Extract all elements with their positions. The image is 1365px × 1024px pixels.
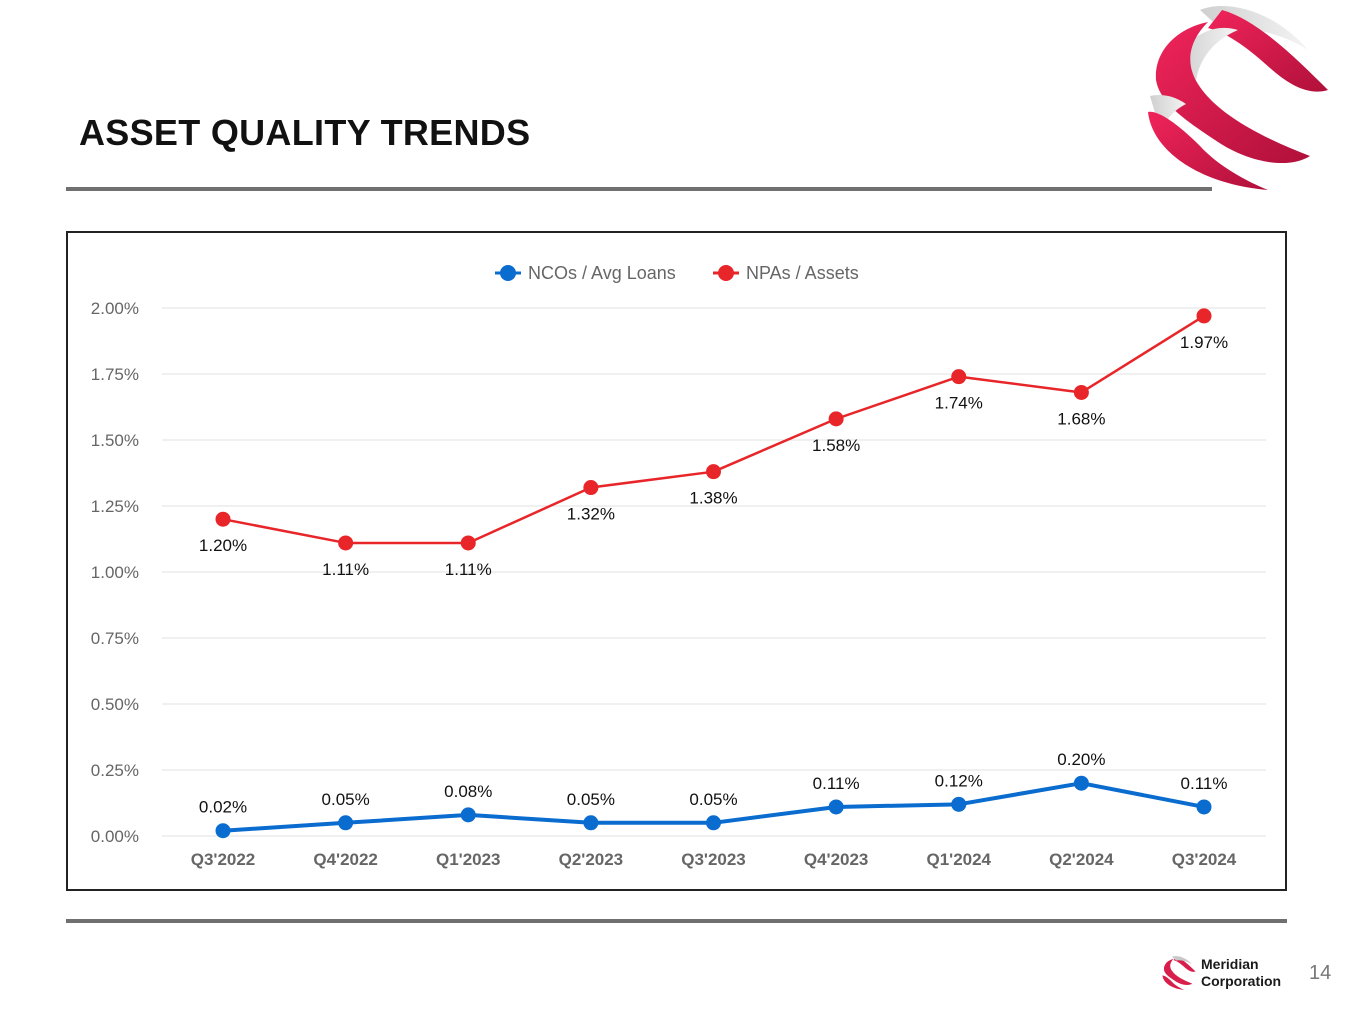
x-tick-label: Q1'2023	[436, 850, 501, 869]
data-point-ncos	[215, 823, 231, 839]
data-label-ncos: 0.05%	[567, 790, 615, 809]
x-tick-label: Q2'2024	[1049, 850, 1114, 869]
company-logo-small	[1162, 956, 1196, 990]
data-label-ncos: 0.11%	[1181, 774, 1228, 793]
company-name-line1: Meridian	[1201, 956, 1259, 972]
x-tick-label: Q1'2024	[926, 850, 991, 869]
data-label-npas: 1.58%	[812, 436, 860, 455]
data-point-npas	[460, 535, 476, 551]
data-label-ncos: 0.12%	[935, 771, 983, 790]
x-axis-tick-labels: Q3'2022 Q4'2022 Q1'2023 Q2'2023 Q3'2023 Q4'20…	[191, 850, 1237, 869]
chart-legend: NCOs / Avg Loans NPAs / Assets	[495, 263, 859, 283]
data-point-ncos	[338, 815, 354, 831]
company-logo-large	[1148, 6, 1328, 190]
y-tick-label: 1.50%	[91, 431, 139, 450]
company-name: Meridian Corporation	[1201, 956, 1281, 990]
gridlines	[162, 307, 1266, 837]
data-label-npas: 1.11%	[322, 560, 369, 579]
chart-container: 0.00% 0.25% 0.50% 0.75% 1.00% 1.25% 1.50% 1.75%…	[66, 231, 1287, 891]
data-label-npas: 1.32%	[567, 505, 615, 524]
y-tick-label: 0.75%	[91, 629, 139, 648]
series-line-npas	[222, 314, 1205, 545]
data-point-ncos	[1073, 775, 1089, 791]
data-point-npas	[583, 480, 599, 496]
data-point-ncos	[706, 815, 721, 831]
data-point-ncos	[828, 799, 844, 815]
legend-swatch-marker-ncos	[500, 265, 516, 281]
data-point-ncos	[1196, 799, 1212, 815]
data-label-ncos: 0.05%	[689, 790, 737, 809]
y-tick-label: 1.00%	[91, 563, 139, 582]
data-label-npas: 1.68%	[1057, 409, 1105, 428]
x-tick-label: Q3'2024	[1172, 850, 1237, 869]
y-tick-label: 1.75%	[91, 365, 139, 384]
y-tick-label: 2.00%	[91, 299, 139, 318]
data-point-npas	[1073, 384, 1089, 400]
data-point-npas	[1196, 308, 1212, 324]
data-label-ncos: 0.20%	[1057, 750, 1105, 769]
data-point-ncos	[951, 796, 967, 812]
x-tick-label: Q4'2023	[804, 850, 869, 869]
data-label-npas: 1.97%	[1180, 333, 1228, 352]
data-point-npas	[338, 535, 354, 551]
asset-quality-line-chart: 0.00% 0.25% 0.50% 0.75% 1.00% 1.25% 1.50% 1.75%…	[91, 263, 1266, 869]
x-tick-label: Q2'2023	[559, 850, 624, 869]
data-label-npas: 1.38%	[689, 489, 737, 508]
header-divider	[66, 187, 1212, 191]
footer-divider	[66, 919, 1287, 923]
legend-label-npas: NPAs / Assets	[746, 263, 859, 283]
data-point-npas	[951, 369, 967, 385]
data-label-ncos: 0.05%	[322, 790, 370, 809]
y-axis-tick-labels: 0.00% 0.25% 0.50% 0.75% 1.00% 1.25% 1.50% 1.75%…	[91, 299, 139, 846]
page-number: 14	[1309, 962, 1332, 984]
data-label-npas: 1.20%	[199, 536, 247, 555]
legend-label-ncos: NCOs / Avg Loans	[528, 263, 676, 283]
series-lines	[215, 308, 1212, 839]
data-label-ncos: 0.11%	[813, 774, 860, 793]
data-point-ncos	[583, 815, 599, 831]
y-tick-label: 1.25%	[91, 497, 139, 516]
data-point-npas	[828, 411, 844, 427]
data-label-ncos: 0.02%	[199, 798, 247, 817]
x-tick-label: Q3'2023	[681, 850, 746, 869]
y-tick-label: 0.50%	[91, 695, 139, 714]
company-name-line2: Corporation	[1201, 973, 1282, 989]
x-tick-label: Q4'2022	[313, 850, 378, 869]
data-label-npas: 1.11%	[445, 560, 492, 579]
data-point-npas	[706, 464, 721, 480]
slide-title: ASSET QUALITY TRENDS	[79, 112, 531, 153]
data-label-npas: 1.74%	[935, 394, 983, 413]
x-tick-label: Q3'2022	[191, 850, 256, 869]
y-tick-label: 0.00%	[91, 827, 139, 846]
data-point-ncos	[460, 807, 476, 823]
data-point-npas	[215, 511, 231, 527]
data-labels: 0.02% 0.05% 0.08% 0.05% 0.05% 0.11% 0.12% 0.20%…	[199, 333, 1228, 817]
y-tick-label: 0.25%	[91, 761, 139, 780]
legend-swatch-marker-npas	[718, 265, 734, 281]
data-label-ncos: 0.08%	[444, 782, 492, 801]
